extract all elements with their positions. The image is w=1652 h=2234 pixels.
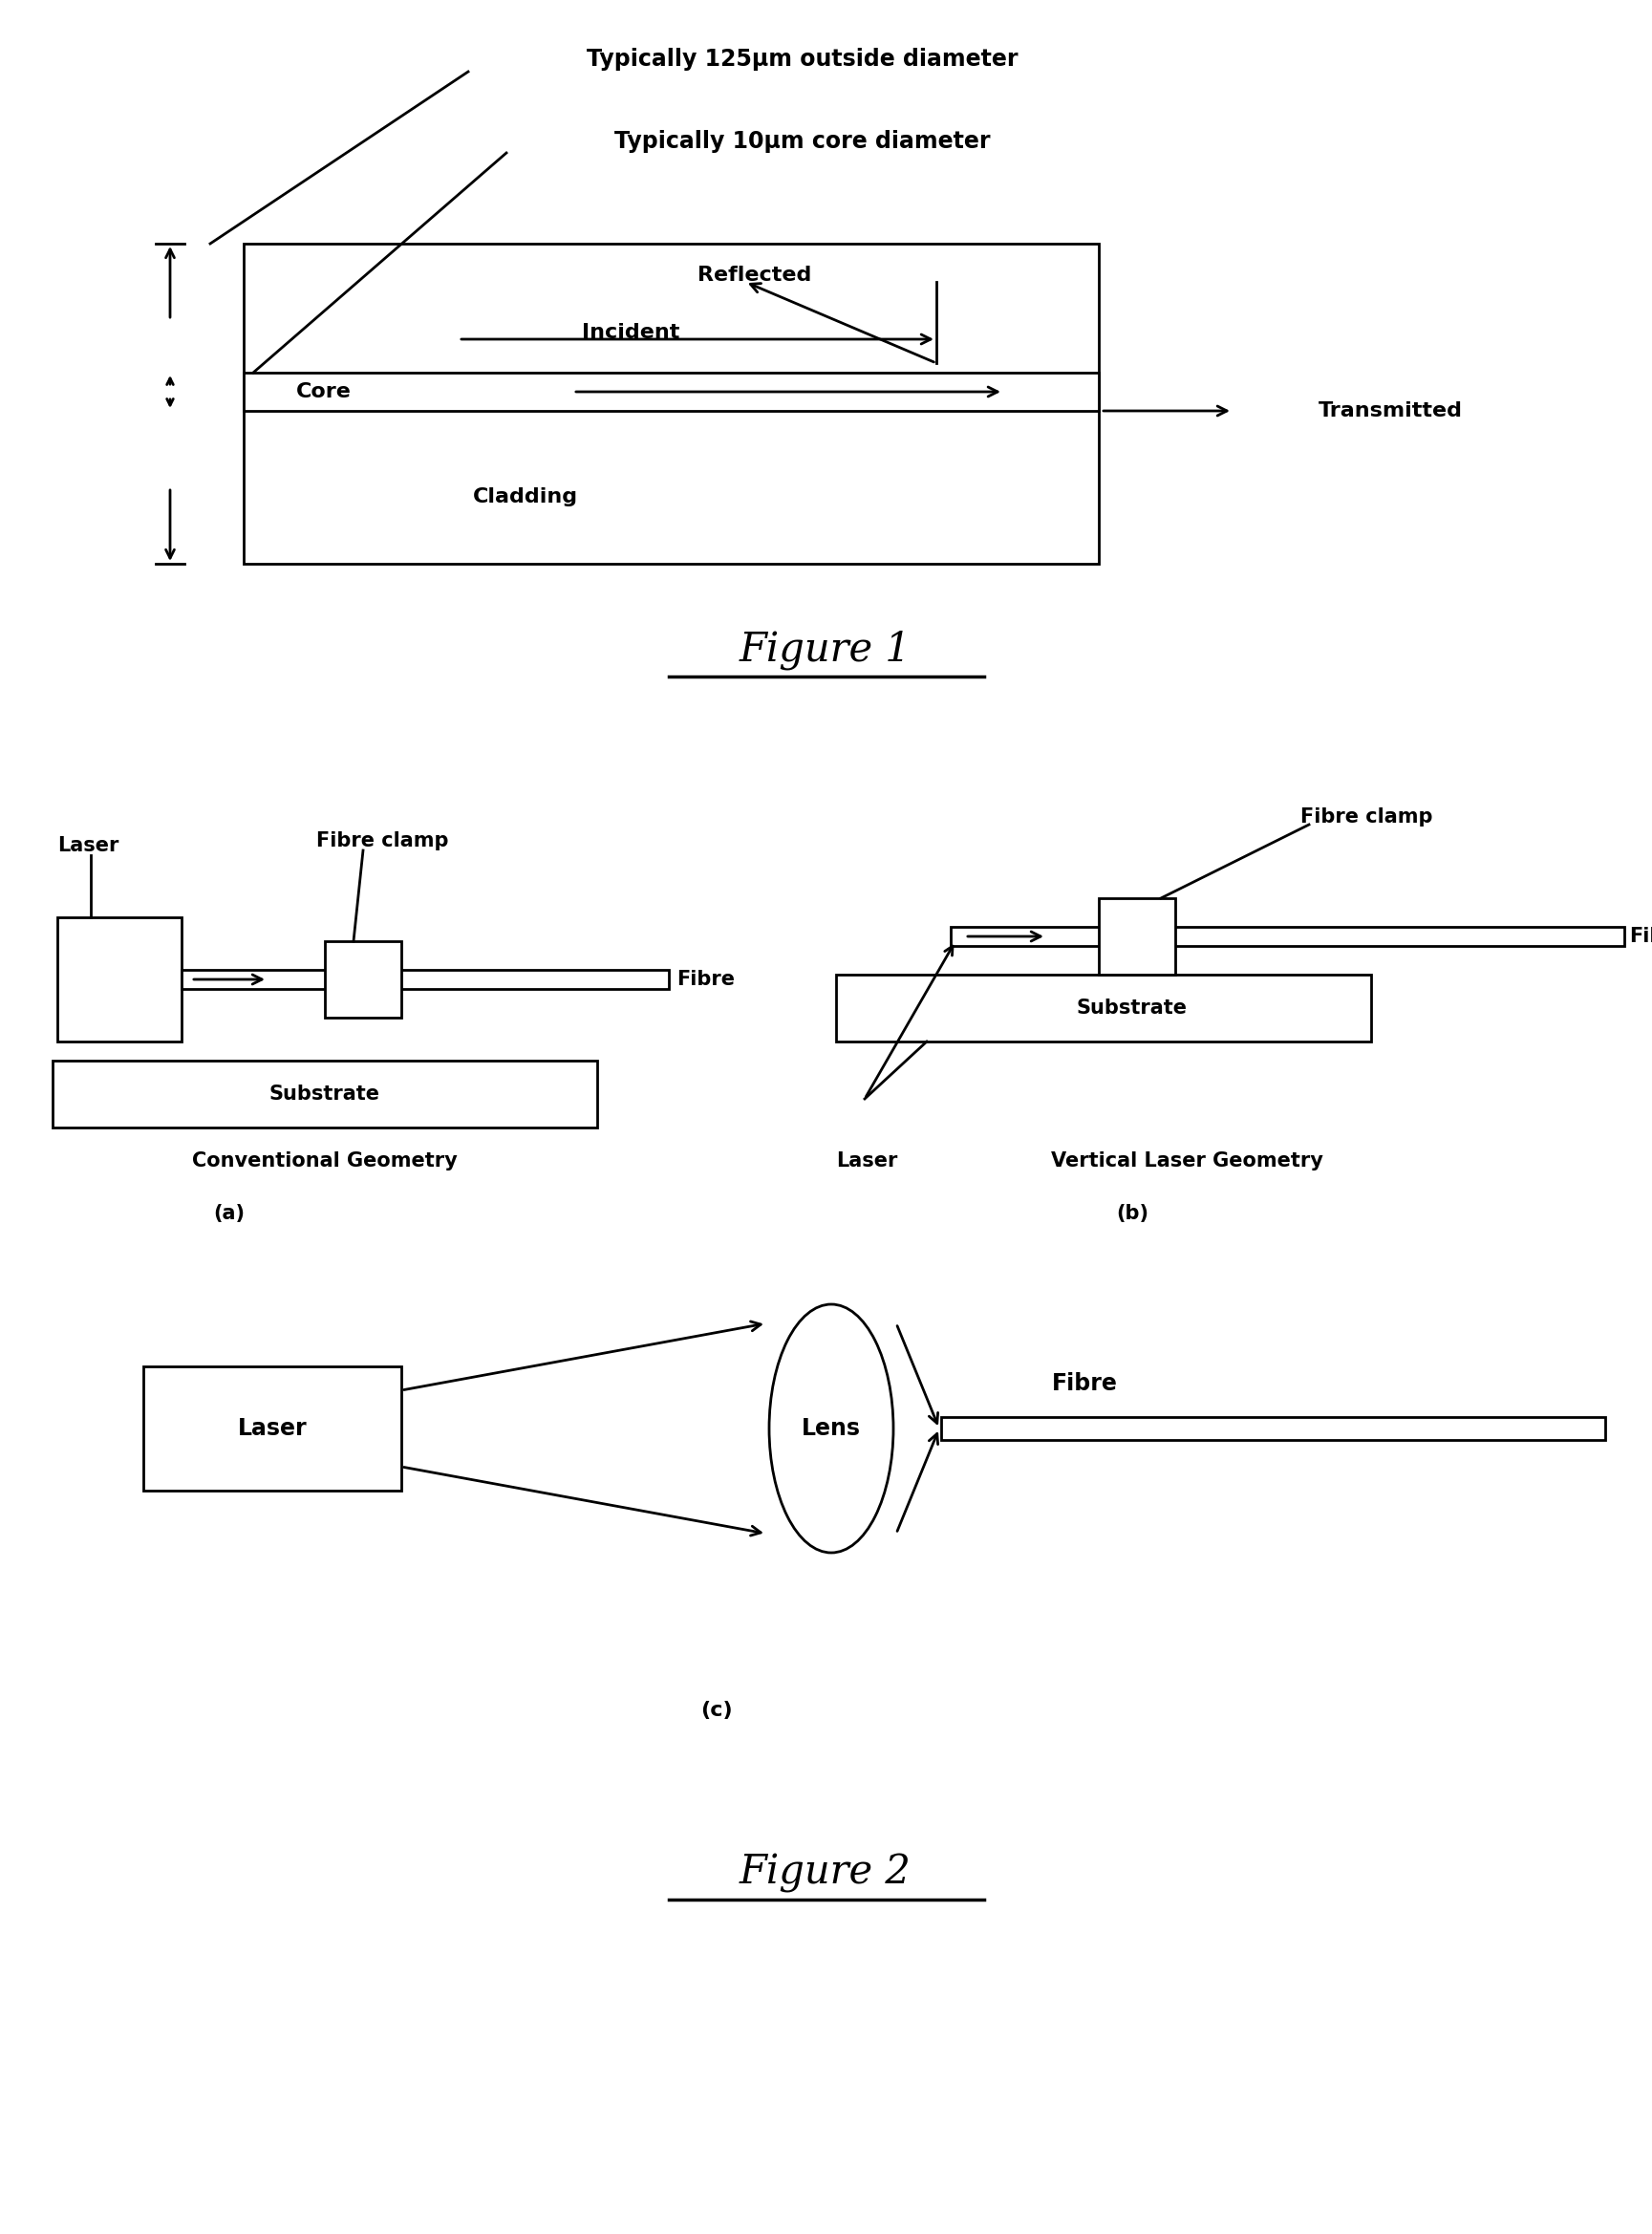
- Text: Conventional Geometry: Conventional Geometry: [192, 1151, 458, 1171]
- Text: Substrate: Substrate: [269, 1083, 380, 1104]
- Text: Fibre clamp: Fibre clamp: [1300, 806, 1432, 827]
- Text: Transmitted: Transmitted: [1318, 402, 1462, 420]
- Text: Figure 1: Figure 1: [740, 630, 912, 670]
- Text: Core: Core: [296, 382, 352, 402]
- Text: Incident: Incident: [582, 324, 679, 342]
- Text: (b): (b): [1117, 1204, 1148, 1222]
- Text: Fibre clamp: Fibre clamp: [316, 831, 448, 851]
- Text: Typically 10μm core diameter: Typically 10μm core diameter: [615, 130, 991, 152]
- Bar: [1099, 898, 1175, 974]
- Text: Reflected: Reflected: [697, 266, 811, 284]
- Text: Typically 125μm outside diameter: Typically 125μm outside diameter: [586, 47, 1018, 71]
- Bar: [243, 244, 1099, 563]
- Text: Figure 2: Figure 2: [740, 1852, 912, 1892]
- Bar: [144, 1367, 401, 1490]
- Text: Cladding: Cladding: [472, 487, 578, 507]
- Text: (a): (a): [213, 1204, 244, 1222]
- Bar: [325, 941, 401, 1019]
- Text: Fibre: Fibre: [676, 970, 735, 990]
- Ellipse shape: [770, 1305, 894, 1553]
- Text: Laser: Laser: [238, 1416, 307, 1441]
- Text: Lens: Lens: [801, 1416, 861, 1441]
- Text: (c): (c): [700, 1700, 733, 1720]
- Text: Laser: Laser: [836, 1151, 897, 1171]
- Bar: [836, 974, 1371, 1041]
- Bar: [243, 373, 1099, 411]
- Text: Vertical Laser Geometry: Vertical Laser Geometry: [1051, 1151, 1323, 1171]
- Bar: [53, 1061, 596, 1128]
- Text: Fibre: Fibre: [1052, 1372, 1117, 1394]
- Bar: [182, 970, 669, 990]
- Bar: [950, 927, 1624, 945]
- Bar: [942, 1416, 1606, 1441]
- Bar: [58, 918, 182, 1041]
- Text: Fibre: Fibre: [1629, 927, 1652, 945]
- Text: Laser: Laser: [58, 836, 119, 856]
- Text: Substrate: Substrate: [1077, 999, 1188, 1019]
